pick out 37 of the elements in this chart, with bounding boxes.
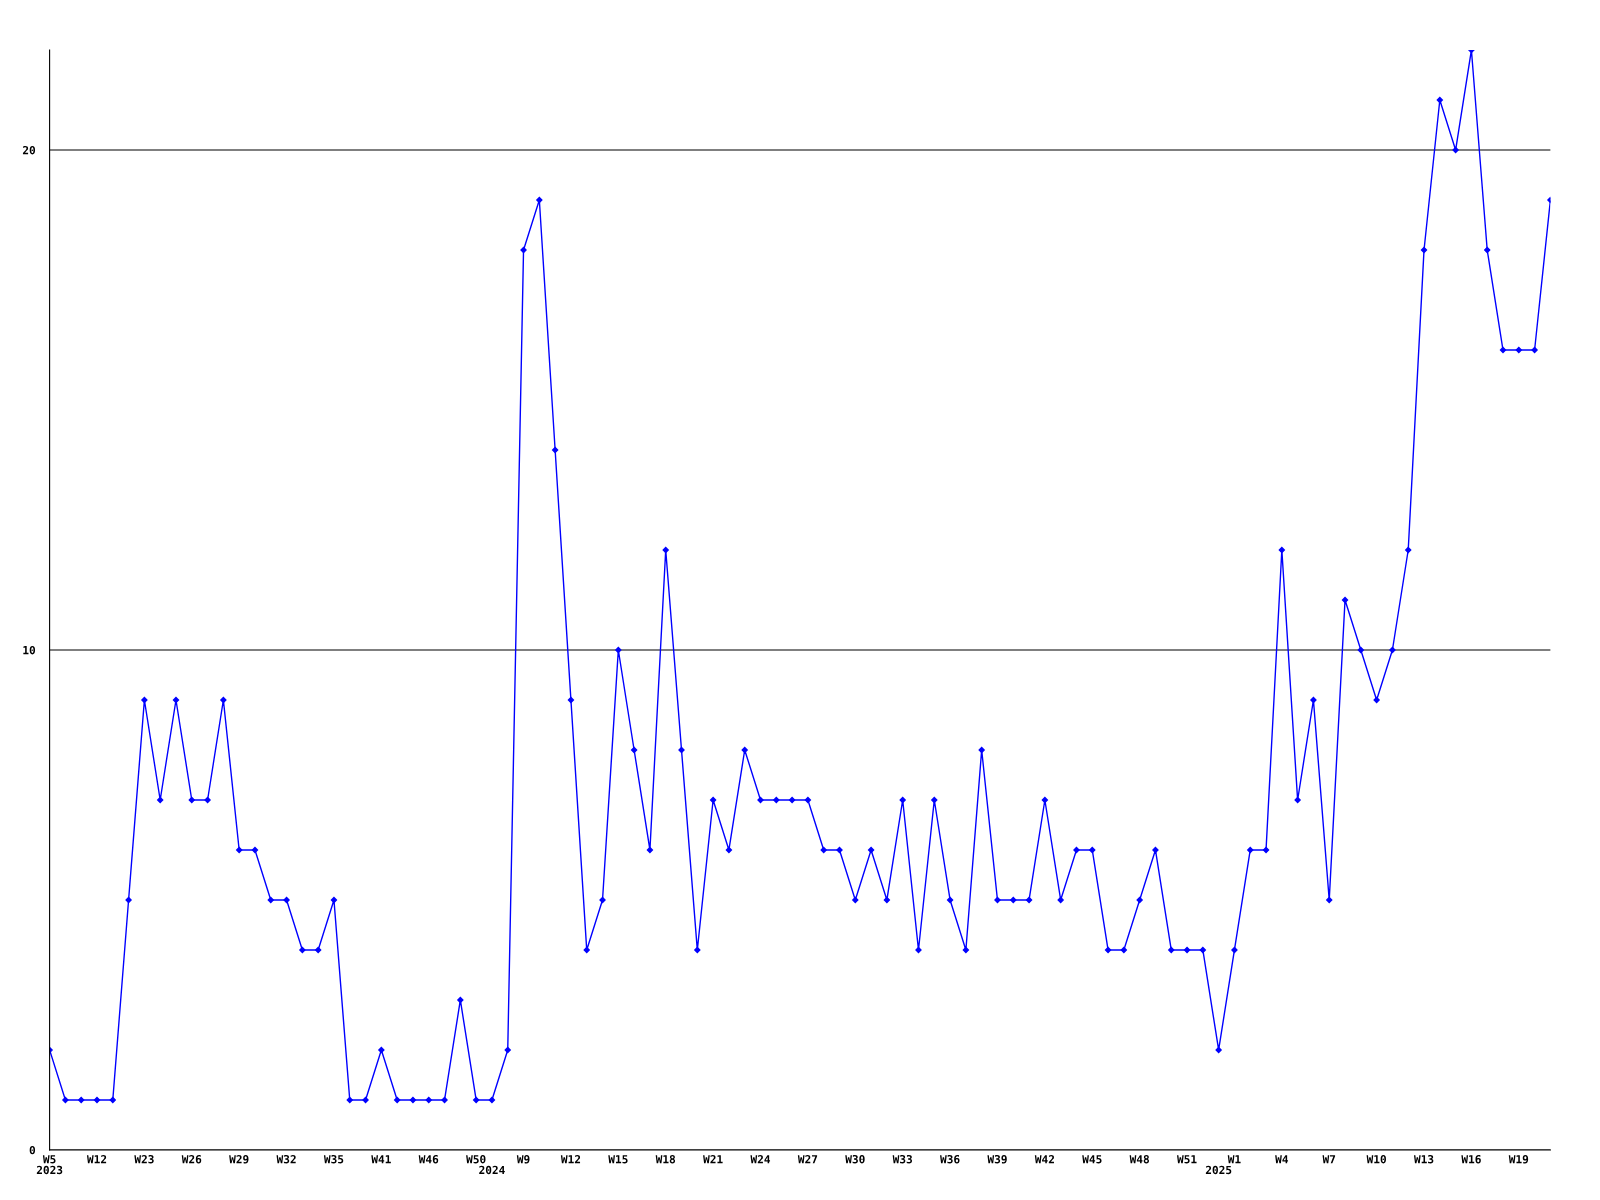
x-tick-label: W15 xyxy=(608,1155,628,1164)
x-tick-label: W18 xyxy=(655,1155,676,1164)
x-tick-label: W39 xyxy=(987,1155,1007,1164)
x-tick-label: W32 xyxy=(276,1155,296,1164)
x-tick-label: W16 xyxy=(1461,1155,1481,1164)
x-tick-label: W41 xyxy=(371,1155,391,1164)
x-tick-label: W10 xyxy=(1366,1155,1386,1164)
x-tick-label: W1 xyxy=(1227,1155,1241,1164)
x-tick-label: W5 2023 xyxy=(36,1155,63,1175)
x-tick-label: W27 xyxy=(797,1155,818,1164)
x-tick-label: W48 xyxy=(1129,1155,1149,1164)
x-tick-label: W19 xyxy=(1508,1155,1529,1164)
x-tick-label: W46 xyxy=(418,1155,439,1164)
x-tick-label: W24 xyxy=(750,1155,771,1164)
x-tick-label: W35 xyxy=(323,1155,344,1164)
y-tick-label: 10 xyxy=(23,645,36,655)
x-tick-label: W33 xyxy=(892,1155,912,1164)
x-tick-label: W4 xyxy=(1275,1155,1289,1164)
x-tick-label: W29 xyxy=(229,1155,249,1164)
x-tick-label: W7 xyxy=(1322,1155,1336,1164)
y-tick-label: 20 xyxy=(22,146,36,155)
x-tick-label: 2025 xyxy=(1205,1165,1232,1175)
y-tick-label: 0 xyxy=(29,1145,36,1155)
x-tick-label: W36 xyxy=(940,1155,960,1164)
x-tick-label: W23 xyxy=(134,1155,154,1164)
x-tick-label: W45 xyxy=(1082,1155,1102,1164)
x-tick-label: W50 xyxy=(466,1155,486,1164)
x-tick-label: W42 xyxy=(1034,1155,1054,1164)
x-tick-label: W26 xyxy=(181,1155,202,1164)
x-tick-label: W51 xyxy=(1177,1155,1197,1164)
x-tick-label: W12 xyxy=(560,1155,581,1164)
x-tick-label: W12 xyxy=(86,1155,107,1164)
x-tick-label: W21 xyxy=(703,1155,723,1164)
x-tick-label: W13 xyxy=(1413,1155,1434,1164)
x-tick-label: 2024 xyxy=(479,1165,505,1175)
x-tick-label: W30 xyxy=(845,1155,865,1164)
x-tick-label: W9 xyxy=(516,1155,530,1164)
